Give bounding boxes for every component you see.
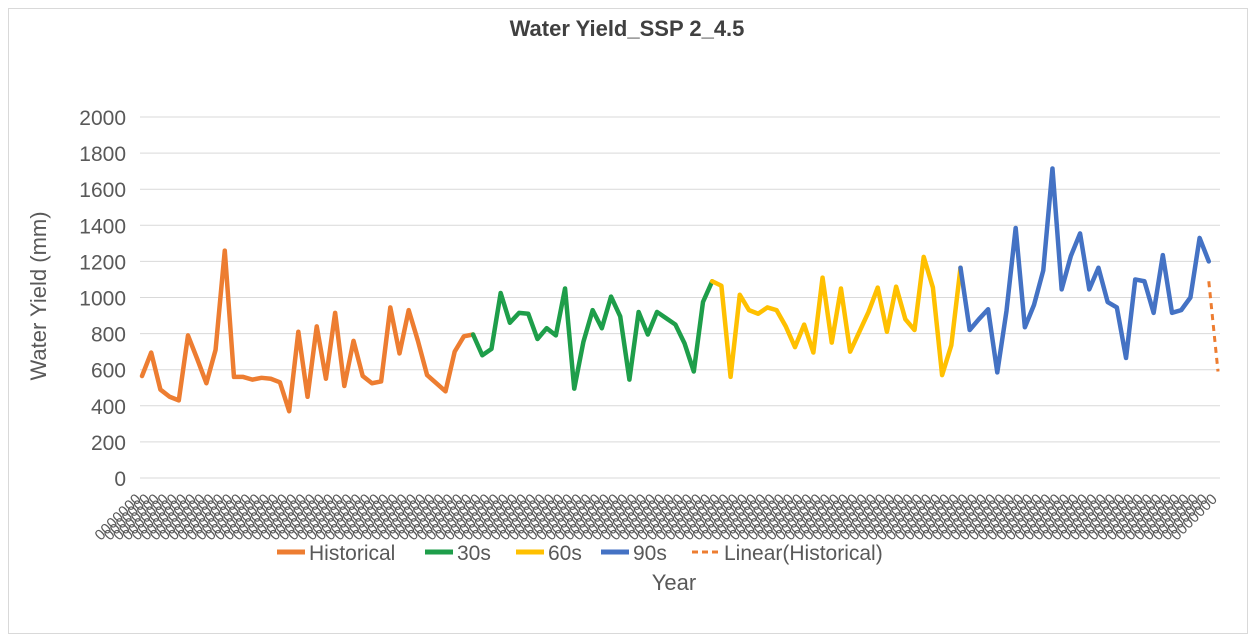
y-tick-label: 1000 — [79, 288, 126, 311]
y-tick-label: 400 — [91, 396, 126, 419]
y-tick-label: 200 — [91, 432, 126, 455]
y-tick-label: 600 — [91, 360, 126, 383]
legend: Historical 30s 60s 90s Linear(Historical) — [277, 542, 883, 565]
series-line-linear-historical — [1207, 281, 1220, 372]
y-tick-label: 0 — [114, 468, 126, 491]
y-tick-label: 1600 — [79, 179, 126, 202]
y-axis-ticks: 0 200 400 600 800 1000 1200 1400 1600 1800 2000 — [79, 107, 126, 491]
legend-label: 30s — [457, 542, 491, 565]
legend-label: 60s — [548, 542, 582, 565]
y-tick-label: 1800 — [79, 143, 126, 166]
legend-label: Historical — [309, 542, 395, 565]
chart-title: Water Yield_SSP 2_4.5 — [510, 16, 745, 41]
series-lines — [139, 166, 1220, 414]
series-line-historical — [139, 248, 476, 414]
y-axis-label: Water Yield (mm) — [26, 211, 51, 380]
series-line-30s — [470, 279, 715, 391]
y-tick-label: 800 — [91, 324, 126, 347]
chart-frame — [8, 8, 1248, 634]
gridlines — [140, 116, 1220, 479]
y-tick-label: 1200 — [79, 251, 126, 274]
series-line-60s — [709, 254, 963, 380]
legend-label: Linear(Historical) — [724, 542, 883, 565]
legend-label: 90s — [633, 542, 667, 565]
y-tick-label: 1400 — [79, 215, 126, 238]
series-line-90s — [958, 166, 1212, 375]
y-tick-label: 2000 — [79, 107, 126, 130]
x-axis-label: Year — [652, 570, 696, 595]
x-axis-ticks: 0000000000000000000000000000000000000000… — [92, 491, 1221, 544]
